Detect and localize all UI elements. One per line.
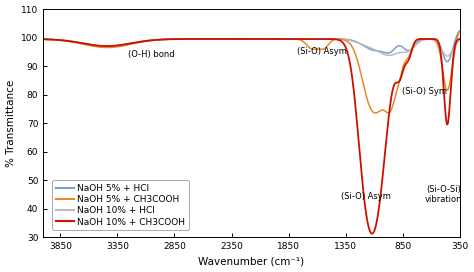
NaOH 10% + HCl <box>276 37 282 41</box>
NaOH 5% + HCl <box>445 60 450 63</box>
NaOH 10% + HCl <box>290 37 296 41</box>
NaOH 5% + CH3COOH <box>311 48 317 51</box>
NaOH 10% + CH3COOH <box>351 92 357 95</box>
NaOH 5% + HCl <box>311 37 317 41</box>
NaOH 10% + HCl <box>311 37 317 41</box>
NaOH 10% + HCl <box>200 37 205 41</box>
Text: (Si-O) Sym: (Si-O) Sym <box>402 87 447 96</box>
Y-axis label: % Transmittance: % Transmittance <box>6 79 16 167</box>
Text: (Si-O-Si)
vibration: (Si-O-Si) vibration <box>425 185 463 204</box>
NaOH 5% + HCl <box>351 39 357 43</box>
NaOH 5% + CH3COOH <box>373 111 378 115</box>
NaOH 5% + HCl <box>383 51 389 54</box>
NaOH 10% + HCl <box>383 53 389 57</box>
X-axis label: Wavenumber (cm⁻¹): Wavenumber (cm⁻¹) <box>199 256 305 267</box>
NaOH 10% + HCl <box>116 44 122 47</box>
Text: (O-H) bond: (O-H) bond <box>128 50 175 59</box>
NaOH 5% + CH3COOH <box>457 30 463 33</box>
NaOH 10% + HCl <box>457 39 463 42</box>
NaOH 5% + CH3COOH <box>116 45 122 48</box>
NaOH 10% + HCl <box>40 38 46 41</box>
NaOH 10% + CH3COOH <box>40 38 46 41</box>
Text: (Si-O) Asym: (Si-O) Asym <box>341 192 391 201</box>
NaOH 5% + CH3COOH <box>40 38 46 41</box>
NaOH 10% + CH3COOH <box>286 37 292 41</box>
NaOH 10% + CH3COOH <box>200 37 205 41</box>
NaOH 5% + CH3COOH <box>383 110 389 113</box>
NaOH 5% + CH3COOH <box>351 49 357 52</box>
NaOH 5% + HCl <box>200 37 205 41</box>
NaOH 10% + HCl <box>351 40 357 43</box>
NaOH 5% + CH3COOH <box>457 30 463 33</box>
Text: (Si-O) Asym: (Si-O) Asym <box>297 47 346 56</box>
NaOH 10% + HCl <box>445 54 450 58</box>
NaOH 5% + CH3COOH <box>200 37 205 41</box>
Line: NaOH 10% + CH3COOH: NaOH 10% + CH3COOH <box>43 39 460 234</box>
NaOH 10% + CH3COOH <box>457 38 463 41</box>
NaOH 10% + CH3COOH <box>290 37 296 41</box>
NaOH 10% + CH3COOH <box>116 44 122 47</box>
Legend: NaOH 5% + HCl, NaOH 5% + CH3COOH, NaOH 10% + HCl, NaOH 10% + CH3COOH: NaOH 5% + HCl, NaOH 5% + CH3COOH, NaOH 1… <box>52 180 189 230</box>
NaOH 5% + HCl <box>290 37 296 41</box>
NaOH 5% + HCl <box>40 38 46 41</box>
NaOH 10% + CH3COOH <box>383 142 389 146</box>
NaOH 5% + HCl <box>116 44 122 47</box>
NaOH 10% + CH3COOH <box>311 37 317 41</box>
Line: NaOH 5% + CH3COOH: NaOH 5% + CH3COOH <box>43 32 460 113</box>
NaOH 10% + CH3COOH <box>369 232 375 235</box>
Line: NaOH 5% + HCl: NaOH 5% + HCl <box>43 31 460 62</box>
NaOH 5% + CH3COOH <box>290 37 296 41</box>
Line: NaOH 10% + HCl: NaOH 10% + HCl <box>43 39 460 56</box>
NaOH 5% + HCl <box>457 29 463 33</box>
